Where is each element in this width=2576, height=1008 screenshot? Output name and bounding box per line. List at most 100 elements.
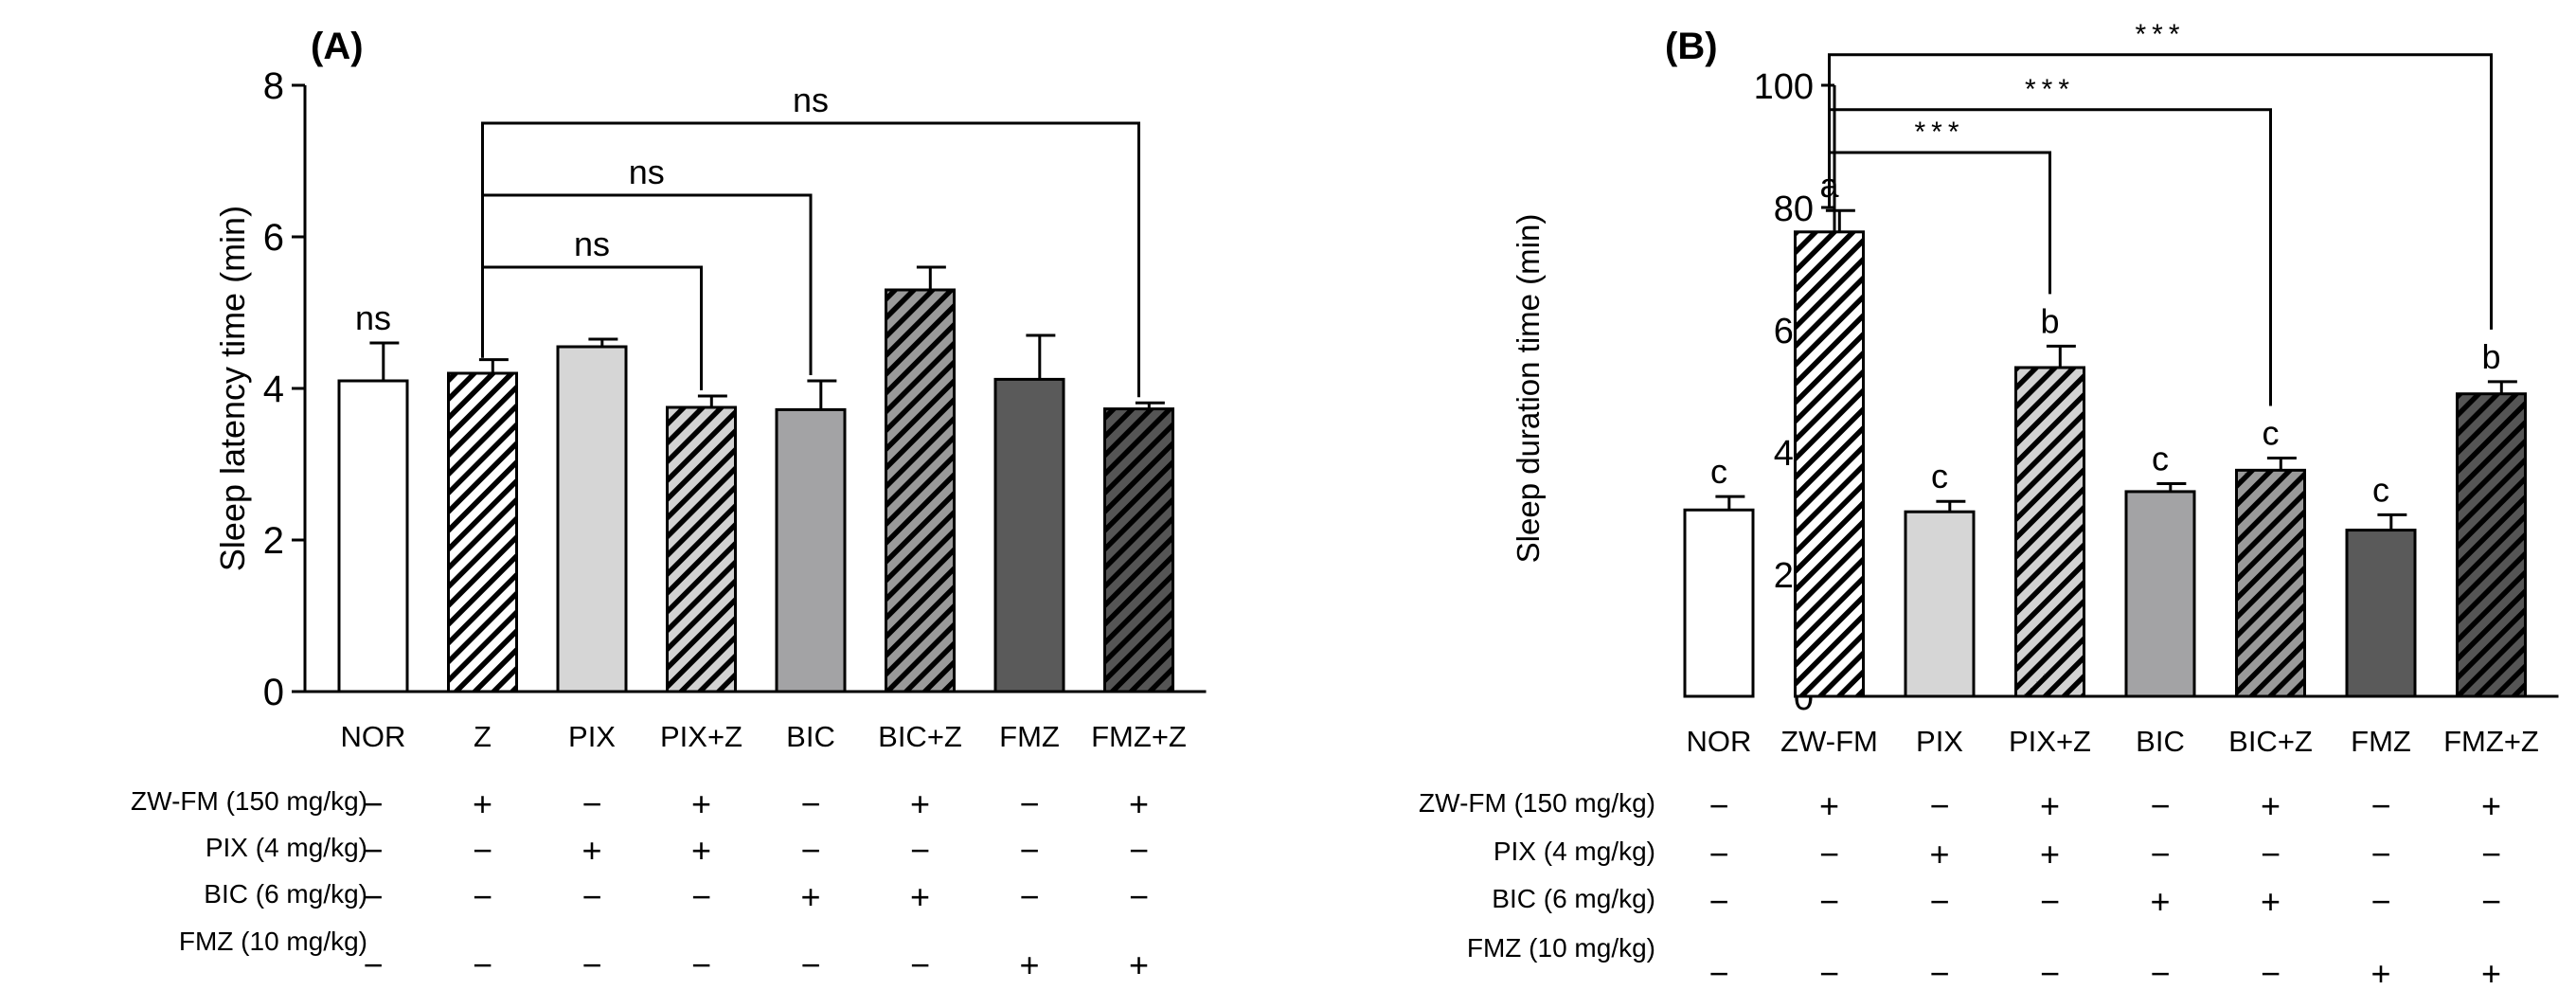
treatment-mark: − — [800, 784, 820, 823]
chart-panel-a: (A) 0 2 4 6 8 Sleep latency time (min) ns NOR Z PI… — [131, 26, 1207, 984]
treatment-mark: − — [2481, 835, 2501, 873]
treatment-row-label: ZW-FM (150 mg/kg) — [1419, 788, 1655, 818]
treatment-mark: − — [581, 877, 601, 916]
bar-annotation: c — [2152, 440, 2169, 478]
treatment-mark: − — [1019, 831, 1039, 870]
comparison-label: ns — [793, 81, 829, 119]
treatment-mark: + — [2150, 882, 2170, 921]
treatment-mark: − — [1708, 882, 1728, 921]
x-tick-label: NOR — [1687, 725, 1752, 758]
bar-bic — [2124, 490, 2196, 698]
bar-annotation: c — [2372, 470, 2389, 509]
panel-label: (B) — [1665, 26, 1718, 67]
y-tick-label: 4 — [263, 369, 284, 410]
treatment-mark: + — [2481, 786, 2501, 825]
treatment-mark: − — [1929, 954, 1949, 993]
treatment-mark: − — [691, 877, 711, 916]
bar-annotation: b — [2481, 337, 2500, 376]
treatment-row-label: FMZ (10 mg/kg) — [179, 927, 367, 956]
treatment-mark: + — [910, 877, 930, 916]
treatment-mark: + — [910, 784, 930, 823]
bar-z — [447, 371, 518, 693]
treatment-mark: + — [473, 784, 492, 823]
comparison-label: *** — [2135, 19, 2185, 50]
treatment-mark: − — [2150, 786, 2170, 825]
treatment-row-label: PIX (4 mg/kg) — [206, 833, 367, 862]
treatment-mark: + — [1129, 784, 1149, 823]
x-tick-label: BIC — [2136, 725, 2185, 758]
x-tick-label: PIX — [568, 720, 616, 753]
x-tick-label: PIX — [1916, 725, 1963, 758]
treatment-row-label: BIC (6 mg/kg) — [204, 879, 367, 909]
treatment-mark: − — [1929, 882, 1949, 921]
bar-nor — [1683, 508, 1755, 698]
bar-fmz — [993, 377, 1065, 693]
treatment-row-label: BIC (6 mg/kg) — [1492, 884, 1655, 913]
treatment-mark: − — [363, 877, 383, 916]
x-tick-label: PIX+Z — [660, 720, 742, 753]
bar-annotation: c — [1931, 457, 1948, 495]
treatment-mark: + — [691, 784, 711, 823]
treatment-mark: − — [1819, 954, 1839, 993]
x-tick-label: BIC+Z — [878, 720, 962, 753]
bar-annotation: c — [2263, 413, 2280, 452]
treatment-mark: − — [363, 784, 383, 823]
bar-pix — [556, 345, 628, 693]
treatment-mark: − — [2040, 882, 2060, 921]
bar-annotation: c — [1710, 452, 1727, 491]
treatment-mark: − — [1129, 877, 1149, 916]
panel-label: (A) — [311, 26, 364, 67]
comparison-label: *** — [1914, 117, 1964, 148]
treatment-mark: + — [1819, 786, 1839, 825]
comparison-bracket — [481, 193, 813, 375]
y-tick-label: 2 — [263, 520, 284, 562]
treatment-mark: − — [2370, 882, 2390, 921]
treatment-row-label: PIX (4 mg/kg) — [1494, 837, 1655, 866]
treatment-mark: − — [910, 945, 930, 984]
bar-zw-fm — [1794, 230, 1865, 698]
x-tick-label: Z — [474, 720, 492, 753]
bar-bic-z — [885, 288, 956, 693]
treatment-row-label: FMZ (10 mg/kg) — [1467, 933, 1655, 963]
bar-nor — [337, 379, 409, 693]
bar-pix — [1904, 510, 1976, 698]
treatment-row-label: ZW-FM (150 mg/kg) — [131, 786, 367, 816]
treatment-mark: − — [1819, 835, 1839, 873]
treatment-mark: − — [800, 945, 820, 984]
comparison-bracket — [1828, 53, 2493, 330]
treatment-mark: − — [1819, 882, 1839, 921]
treatment-mark: − — [2370, 786, 2390, 825]
bar-pix-z — [2014, 366, 2085, 698]
treatment-mark: + — [691, 831, 711, 870]
treatment-mark: − — [1129, 831, 1149, 870]
treatment-mark: + — [1929, 835, 1949, 873]
x-tick-label: FMZ — [999, 720, 1060, 753]
treatment-mark: − — [363, 945, 383, 984]
treatment-mark: − — [2481, 882, 2501, 921]
treatment-mark: − — [1708, 786, 1728, 825]
treatment-mark: + — [800, 877, 820, 916]
treatment-mark: + — [1019, 945, 1039, 984]
y-tick-label: 8 — [263, 65, 284, 107]
treatment-mark: − — [473, 831, 492, 870]
y-tick-label: 6 — [263, 217, 284, 259]
treatment-mark: − — [910, 831, 930, 870]
bar-fmz-z — [2456, 392, 2527, 698]
comparison-label: *** — [2025, 74, 2075, 105]
treatment-mark: − — [363, 831, 383, 870]
treatment-mark: − — [2150, 954, 2170, 993]
treatment-mark: − — [1708, 954, 1728, 993]
treatment-mark: + — [2481, 954, 2501, 993]
treatment-mark: + — [2040, 835, 2060, 873]
comparison-label: ns — [574, 225, 610, 263]
y-tick-label: 100 — [1754, 67, 1814, 107]
treatment-mark: − — [473, 877, 492, 916]
bar-bic — [775, 407, 847, 693]
treatment-mark: − — [800, 831, 820, 870]
treatment-mark: − — [2370, 835, 2390, 873]
treatment-mark: − — [2150, 835, 2170, 873]
x-tick-label: ZW-FM — [1780, 725, 1878, 758]
